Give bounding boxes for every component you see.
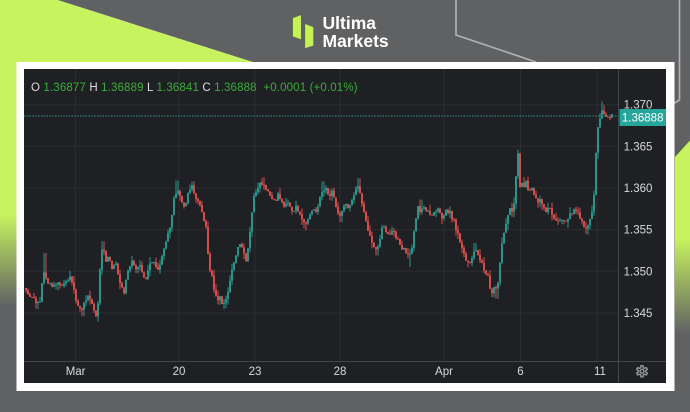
svg-text:1.345: 1.345 (624, 308, 653, 320)
svg-text:23: 23 (249, 366, 262, 378)
svg-text:1.370: 1.370 (624, 100, 653, 112)
svg-text:6: 6 (517, 366, 523, 378)
svg-text:1.365: 1.365 (624, 141, 653, 153)
svg-text:Mar: Mar (66, 366, 86, 378)
svg-text:11: 11 (594, 366, 606, 378)
svg-text:Apr: Apr (435, 366, 453, 378)
svg-text:1.355: 1.355 (624, 225, 653, 237)
svg-text:28: 28 (334, 366, 347, 378)
svg-text:20: 20 (173, 366, 186, 378)
svg-text:1.350: 1.350 (624, 266, 653, 278)
svg-text:1.360: 1.360 (624, 183, 653, 195)
svg-text:1.36888: 1.36888 (622, 113, 664, 125)
